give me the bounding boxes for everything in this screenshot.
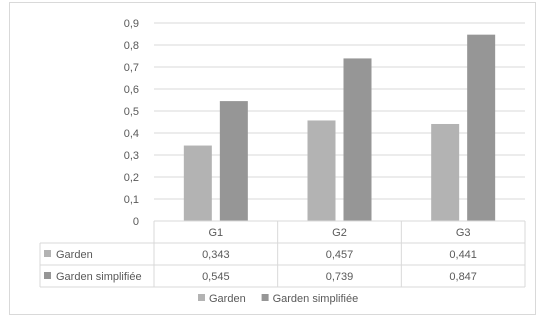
legend-key xyxy=(198,294,205,301)
y-tick-label: 0,1 xyxy=(124,194,139,206)
y-tick-label: 0,9 xyxy=(124,18,139,30)
bar-g3-series-1 xyxy=(431,123,460,221)
table-legend-key xyxy=(44,272,51,279)
data-label: 0,457 xyxy=(326,249,354,261)
bar-g3-series-2 xyxy=(467,34,496,221)
y-tick-label: 0,7 xyxy=(124,62,139,74)
y-tick-label: 0,6 xyxy=(124,84,139,96)
bar-g2-series-1 xyxy=(307,120,336,221)
table-legend-key xyxy=(44,250,51,257)
y-tick-label: 0,2 xyxy=(124,172,139,184)
legend-entry: Garden xyxy=(209,293,246,305)
chart-frame xyxy=(9,2,536,315)
table-series-name: Garden xyxy=(56,249,93,261)
x-category-label: G1 xyxy=(208,227,223,239)
x-category-label: G2 xyxy=(332,227,347,239)
y-tick-label: 0,3 xyxy=(124,150,139,162)
table-series-name: Garden simplifiée xyxy=(56,271,142,283)
data-label: 0,343 xyxy=(202,249,230,261)
data-label: 0,739 xyxy=(326,271,354,283)
y-tick-label: 0,4 xyxy=(124,128,139,140)
bar-g2-series-2 xyxy=(343,58,372,221)
y-tick-label: 0,5 xyxy=(124,106,139,118)
data-label: 0,441 xyxy=(449,249,477,261)
legend-key xyxy=(261,294,269,301)
y-tick-label: 0,8 xyxy=(124,40,139,52)
bar-g1-series-2 xyxy=(219,101,248,221)
legend-entry: Garden simplifiée xyxy=(273,293,359,305)
x-category-label: G3 xyxy=(456,227,471,239)
data-label: 0,545 xyxy=(202,271,230,283)
data-label: 0,847 xyxy=(449,271,477,283)
y-tick-label: 0 xyxy=(133,216,139,228)
bar-g1-series-1 xyxy=(183,145,212,221)
